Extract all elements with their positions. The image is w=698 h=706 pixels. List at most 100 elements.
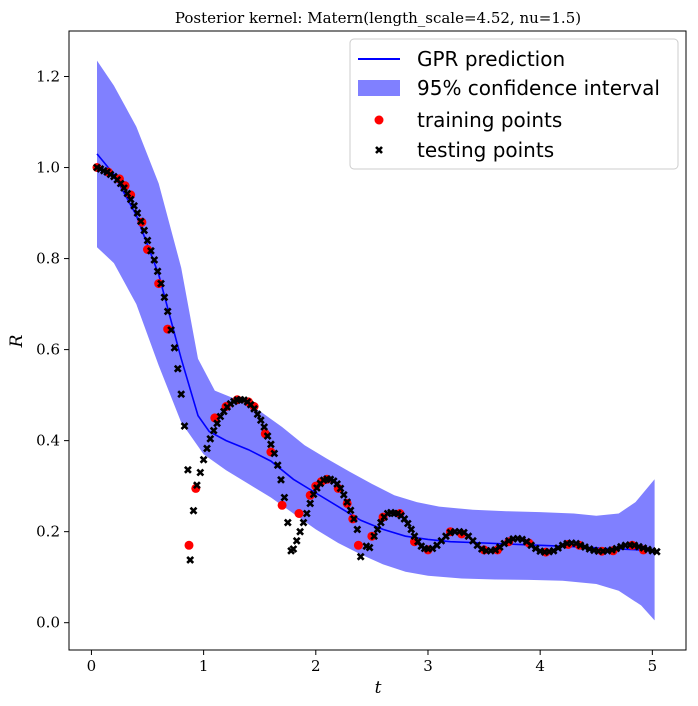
confidence-band [97, 60, 655, 621]
testing-point [365, 543, 374, 552]
y-tick-label: 0.2 [36, 523, 60, 541]
testing-point [343, 498, 352, 507]
x-axis-ticks: 0 1 2 3 4 5 [87, 650, 657, 675]
x-tick-label: 0 [87, 657, 97, 675]
testing-point [150, 255, 159, 264]
testing-point [126, 195, 135, 204]
testing-point [407, 525, 416, 534]
training-point [294, 509, 304, 518]
testing-point [140, 226, 149, 235]
testing-point [353, 525, 362, 534]
testing-point [652, 547, 661, 556]
testing-point [186, 555, 195, 564]
legend-label: testing points [417, 138, 554, 162]
training-point [367, 531, 377, 541]
x-axis-label: t [375, 678, 382, 698]
x-tick-label: 2 [311, 657, 321, 675]
training-point [210, 413, 220, 423]
legend-label: training points [417, 108, 562, 132]
testing-point [403, 519, 412, 528]
x-tick-label: 3 [423, 657, 433, 675]
testing-point [356, 552, 365, 561]
testing-point [196, 468, 205, 477]
testing-point [518, 535, 527, 544]
testing-point [133, 209, 142, 218]
y-tick-label: 0.6 [36, 341, 60, 359]
plot-area [92, 60, 661, 621]
testing-point [266, 440, 275, 449]
testing-point [157, 279, 165, 288]
testing-point [299, 518, 308, 527]
testing-point [183, 465, 192, 474]
testing-point [576, 541, 585, 550]
testing-point [177, 390, 186, 399]
y-tick-label: 1.0 [36, 159, 60, 177]
testing-point [167, 326, 176, 334]
y-tick-label: 0.4 [36, 432, 60, 450]
testing-point [283, 518, 292, 527]
legend-entry-gpr-prediction: GPR prediction [358, 47, 565, 71]
y-tick-label: 1.2 [36, 68, 60, 86]
legend-entry-95-confidence-interval: 95% confidence interval [358, 76, 660, 100]
testing-point [256, 416, 265, 425]
testing-point [146, 246, 155, 255]
testing-point [260, 423, 269, 431]
testing-point [270, 449, 279, 458]
testing-point [160, 293, 169, 302]
testing-point [349, 514, 358, 523]
testing-point [612, 544, 621, 553]
legend-entry-testing-points: testing points [375, 138, 554, 162]
testing-point [213, 419, 222, 428]
chart-title: Posterior kernel: Matern(length_scale=4.… [175, 9, 581, 27]
testing-point [280, 493, 289, 502]
testing-point [123, 189, 132, 198]
testing-point [336, 484, 345, 493]
x-tick-label: 4 [535, 657, 545, 675]
testing-point [206, 434, 215, 443]
testing-point [296, 527, 305, 536]
testing-point [339, 490, 348, 499]
testing-point [199, 455, 208, 464]
testing-point [192, 481, 201, 490]
testing-point [263, 432, 272, 441]
testing-point [373, 525, 382, 534]
testing-point [277, 475, 285, 484]
legend: GPR prediction 95% confidence interval tra… [349, 38, 679, 170]
testing-point [370, 532, 379, 541]
testing-point [120, 184, 128, 192]
training-point [184, 540, 194, 550]
legend-entry-training-points: training points [374, 108, 562, 132]
y-tick-label: 0.8 [36, 250, 60, 268]
legend-label: GPR prediction [417, 47, 565, 71]
testing-point [189, 506, 198, 515]
training-point [277, 500, 287, 510]
legend-band-swatch [358, 80, 400, 96]
y-axis-ticks: 0.0 0.2 0.4 0.6 0.8 1.0 1.2 [36, 68, 69, 632]
testing-point [346, 506, 355, 515]
testing-point [170, 343, 179, 352]
legend-items: GPR prediction 95% confidence interval tra… [358, 47, 660, 162]
testing-point [143, 236, 152, 245]
testing-point [273, 461, 282, 470]
testing-point [581, 543, 589, 552]
testing-point [209, 426, 218, 435]
confidence-band-layer [97, 60, 655, 621]
y-axis-label: R [7, 334, 27, 348]
testing-point [136, 217, 145, 226]
testing-point [203, 444, 211, 453]
testing-point [292, 536, 301, 545]
testing-point [250, 404, 259, 413]
prediction-line-layer [96, 153, 655, 552]
testing-point [163, 307, 172, 316]
testing-point [558, 541, 567, 550]
training-point [353, 540, 363, 550]
testing-point [302, 509, 311, 518]
testing-point [306, 499, 315, 508]
testing-point [253, 410, 262, 419]
testing-point [309, 490, 318, 499]
testing-point [153, 267, 162, 276]
testing-point [376, 518, 385, 527]
prediction-line [96, 153, 655, 552]
legend-label: 95% confidence interval [417, 76, 660, 100]
